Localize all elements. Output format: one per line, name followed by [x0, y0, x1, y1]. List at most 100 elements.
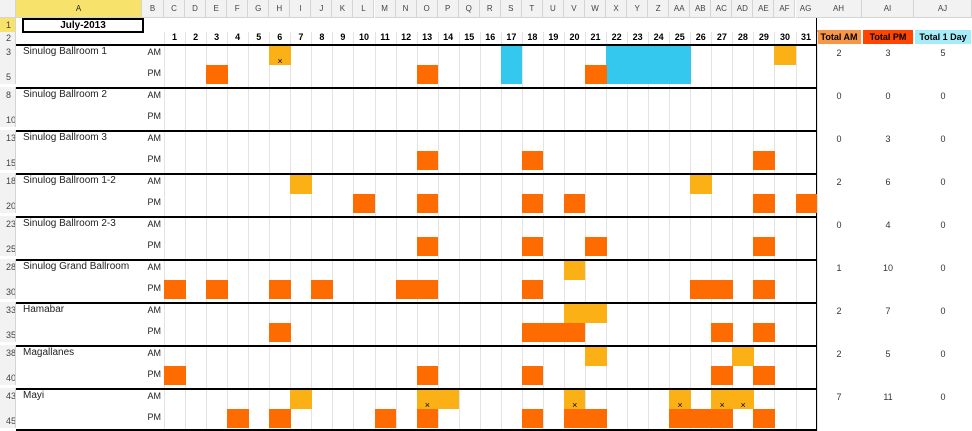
- column-header-c[interactable]: C: [164, 0, 186, 18]
- row-header[interactable]: 35: [0, 323, 16, 342]
- pm-booking-cell[interactable]: [711, 409, 733, 428]
- pm-booking-cell[interactable]: [669, 409, 691, 428]
- row-header[interactable]: 30: [0, 280, 16, 299]
- total-full-day-value[interactable]: 0: [940, 263, 946, 273]
- pm-booking-cell[interactable]: [206, 280, 228, 299]
- total-full-day-value[interactable]: 0: [940, 134, 946, 144]
- pm-booking-cell[interactable]: [795, 194, 818, 213]
- pm-booking-cell[interactable]: [753, 366, 775, 385]
- am-booking-cell[interactable]: ×: [416, 390, 439, 410]
- pm-booking-cell[interactable]: [416, 151, 439, 170]
- row-header[interactable]: 13: [0, 132, 16, 151]
- column-header-ag[interactable]: AG: [795, 0, 817, 18]
- pm-booking-cell[interactable]: [521, 366, 544, 385]
- row-header[interactable]: 33: [0, 304, 16, 323]
- column-header-w[interactable]: W: [585, 0, 607, 18]
- pm-booking-cell[interactable]: [563, 409, 586, 428]
- column-header-ad[interactable]: AD: [732, 0, 754, 18]
- pm-booking-cell[interactable]: [542, 323, 565, 342]
- pm-booking-cell[interactable]: [164, 280, 186, 299]
- pm-booking-cell[interactable]: [416, 237, 439, 256]
- total-pm-value[interactable]: 10: [882, 263, 893, 273]
- pm-booking-cell[interactable]: [269, 323, 291, 342]
- total-am-value[interactable]: 2: [836, 349, 842, 359]
- am-booking-cell[interactable]: [585, 347, 607, 366]
- total-full-day-value[interactable]: 0: [940, 392, 946, 402]
- pm-booking-cell[interactable]: [711, 280, 733, 299]
- pm-booking-cell[interactable]: [353, 194, 375, 213]
- row-header[interactable]: 5: [0, 65, 16, 84]
- column-header-g[interactable]: G: [248, 0, 270, 18]
- pm-booking-cell[interactable]: [753, 409, 775, 428]
- pm-booking-cell[interactable]: [690, 280, 712, 299]
- row-header[interactable]: 18: [0, 175, 16, 194]
- corner-select-all[interactable]: [0, 0, 16, 18]
- row-header[interactable]: 20: [0, 194, 16, 213]
- pm-booking-cell[interactable]: [753, 237, 775, 256]
- column-header-h[interactable]: H: [269, 0, 291, 18]
- total-full-day-value[interactable]: 0: [940, 349, 946, 359]
- pm-booking-cell[interactable]: [753, 280, 775, 299]
- total-pm-value[interactable]: 3: [885, 48, 891, 58]
- column-header-ab[interactable]: AB: [690, 0, 712, 18]
- column-header-d[interactable]: D: [185, 0, 207, 18]
- full-day-booking-cell[interactable]: [606, 46, 628, 84]
- column-header-r[interactable]: R: [479, 0, 501, 18]
- total-pm-value[interactable]: 3: [885, 134, 891, 144]
- full-day-booking-cell[interactable]: [648, 46, 670, 84]
- pm-booking-cell[interactable]: [311, 280, 333, 299]
- total-pm-value[interactable]: 11: [883, 392, 893, 402]
- row-header[interactable]: 15: [0, 151, 16, 170]
- pm-booking-cell[interactable]: [416, 194, 439, 213]
- full-day-booking-cell[interactable]: [669, 46, 691, 84]
- column-header-aa[interactable]: AA: [669, 0, 691, 18]
- column-header-p[interactable]: P: [437, 0, 459, 18]
- am-booking-cell[interactable]: [290, 390, 312, 409]
- am-booking-cell[interactable]: ×: [269, 46, 291, 66]
- column-header-q[interactable]: Q: [458, 0, 480, 18]
- am-booking-cell[interactable]: ×: [711, 390, 733, 410]
- pm-booking-cell[interactable]: [164, 366, 186, 385]
- column-header-af[interactable]: AF: [774, 0, 796, 18]
- column-header-x[interactable]: X: [606, 0, 628, 18]
- column-header-z[interactable]: Z: [648, 0, 670, 18]
- row-header[interactable]: 38: [0, 347, 16, 366]
- am-booking-cell[interactable]: [437, 390, 460, 409]
- total-pm-value[interactable]: 4: [885, 220, 891, 230]
- total-pm-value[interactable]: 0: [885, 91, 891, 101]
- pm-booking-cell[interactable]: [711, 366, 733, 385]
- am-booking-cell[interactable]: [732, 347, 754, 366]
- pm-booking-cell[interactable]: [753, 151, 775, 170]
- am-booking-cell[interactable]: ×: [563, 390, 586, 410]
- total-full-day-value[interactable]: 0: [940, 177, 946, 187]
- total-am-value[interactable]: 0: [836, 220, 842, 230]
- pm-booking-cell[interactable]: [753, 323, 775, 342]
- column-header-ac[interactable]: AC: [711, 0, 733, 18]
- row-header[interactable]: 28: [0, 261, 16, 280]
- total-full-day-value[interactable]: 0: [940, 91, 946, 101]
- row-header[interactable]: 45: [0, 409, 16, 428]
- pm-booking-cell[interactable]: [416, 366, 439, 385]
- column-header-s[interactable]: S: [500, 0, 522, 18]
- pm-booking-cell[interactable]: [521, 323, 544, 342]
- pm-booking-cell[interactable]: [585, 65, 607, 84]
- column-header-ai[interactable]: AI: [862, 0, 914, 18]
- pm-booking-cell[interactable]: [690, 409, 712, 428]
- pm-booking-cell[interactable]: [416, 409, 439, 428]
- column-header-f[interactable]: F: [227, 0, 249, 18]
- pm-booking-cell[interactable]: [395, 280, 418, 299]
- am-booking-cell[interactable]: [585, 304, 607, 323]
- pm-booking-cell[interactable]: [227, 409, 249, 428]
- total-am-value[interactable]: 1: [836, 263, 842, 273]
- pm-booking-cell[interactable]: [753, 194, 775, 213]
- column-header-a[interactable]: A: [16, 0, 142, 18]
- column-header-i[interactable]: I: [290, 0, 312, 18]
- total-am-value[interactable]: 0: [836, 134, 842, 144]
- pm-booking-cell[interactable]: [521, 280, 544, 299]
- column-header-b[interactable]: B: [142, 0, 164, 18]
- pm-booking-cell[interactable]: [521, 194, 544, 213]
- column-header-m[interactable]: M: [374, 0, 396, 18]
- column-header-j[interactable]: J: [311, 0, 333, 18]
- total-am-value[interactable]: 2: [836, 48, 842, 58]
